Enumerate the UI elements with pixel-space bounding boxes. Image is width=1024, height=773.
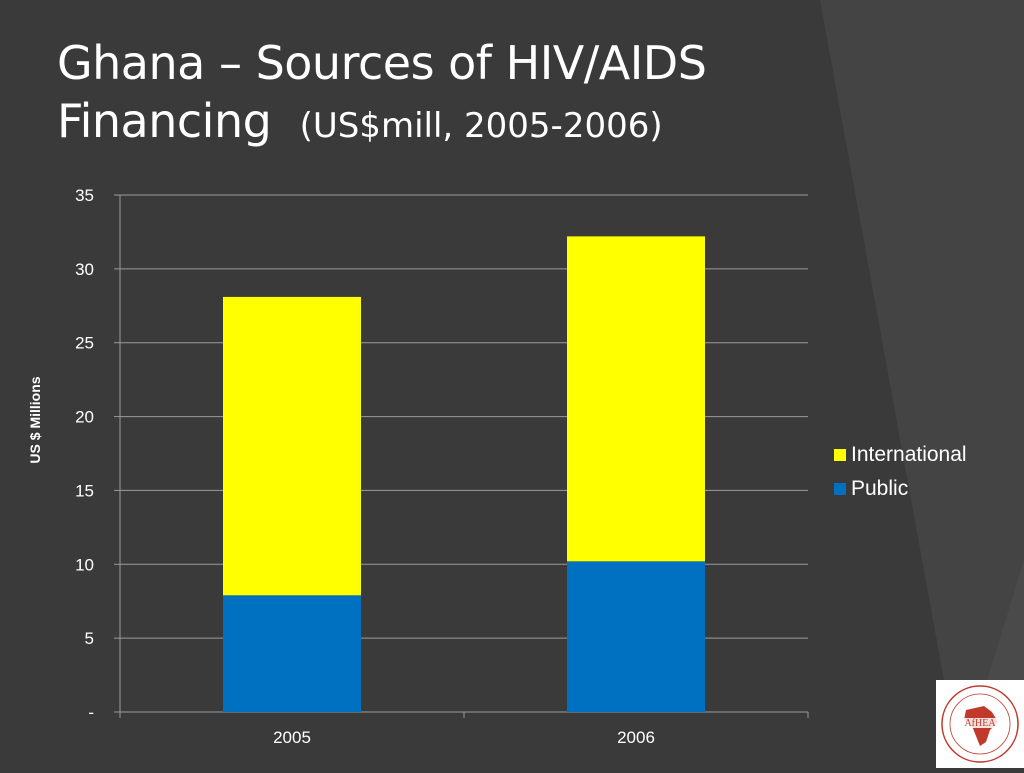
x-tick-label: 2006 — [617, 728, 655, 747]
page-title: Ghana – Sources of HIV/AIDS Financing (U… — [57, 34, 707, 155]
bar-international-2006 — [567, 236, 705, 562]
legend-label-public: Public — [851, 477, 908, 500]
legend-label-international: International — [851, 443, 967, 466]
y-tick-label: 35 — [75, 186, 94, 205]
y-tick-label: 30 — [75, 260, 94, 279]
bar-public-2005 — [223, 595, 361, 712]
bar-international-2005 — [223, 296, 361, 596]
legend-swatch-international — [834, 449, 846, 461]
y-tick-label: 20 — [75, 408, 94, 427]
title-line-1: Ghana – Sources of HIV/AIDS — [57, 36, 707, 90]
y-tick-label: 10 — [75, 555, 94, 574]
y-tick-label: 25 — [75, 334, 94, 353]
y-tick-label: - — [88, 703, 94, 722]
bar-public-2006 — [567, 561, 705, 712]
x-tick-label: 2005 — [273, 728, 311, 747]
afhea-logo-icon: AfHEA — [941, 685, 1019, 763]
legend-swatch-public — [834, 483, 846, 495]
logo-text: AfHEA — [964, 718, 996, 729]
afhea-logo: AfHEA — [936, 680, 1024, 768]
y-axis-label: US $ Millions — [27, 376, 43, 463]
title-subtitle: (US$mill, 2005-2006) — [299, 106, 663, 146]
title-line-2: Financing — [57, 94, 272, 148]
y-tick-label: 15 — [75, 481, 94, 500]
y-tick-label: 5 — [85, 629, 94, 648]
